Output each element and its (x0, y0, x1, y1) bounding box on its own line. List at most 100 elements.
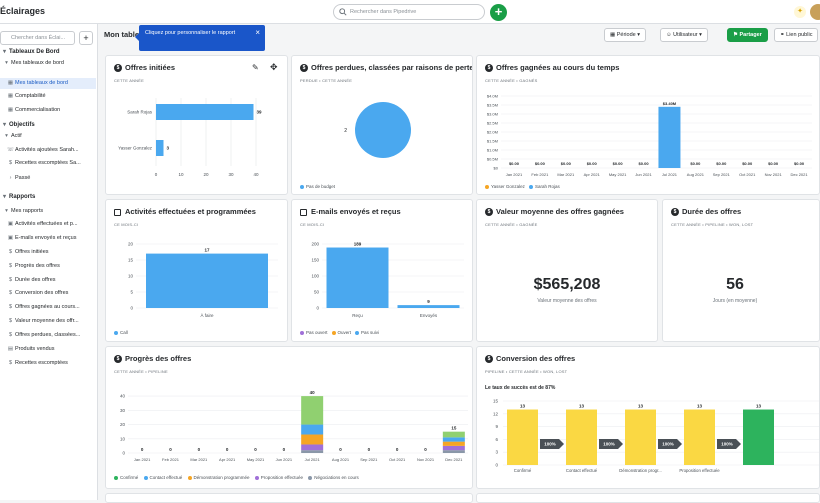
offres-initiees-chart: 0 10 20 30 40 Sarah Rojas 39 Yasser Gonzalez 3 (118, 98, 263, 177)
card-emails[interactable]: E-mails envoyés et reçus CE MOIS-CI 200 1… (291, 199, 473, 342)
sidebar-item[interactable]: ▦ Commercialisation (0, 105, 96, 116)
card-filter: PERDUE • CETTE ANNÉE (300, 78, 353, 83)
x-tick-label: Aug 2021 (332, 457, 350, 462)
sidebar-item[interactable]: $ Recettes escomptées (0, 358, 96, 369)
sidebar-item-label: Offres perdues, classées... (15, 332, 81, 338)
data-label: 9 (427, 299, 430, 304)
sidebar-item-icon: $ (8, 360, 13, 366)
sidebar-item[interactable]: ☏Activités ajoutées Sarah... (0, 145, 96, 156)
data-label: $0.00 (794, 161, 805, 166)
bar (743, 409, 774, 465)
card-offres-perdues[interactable]: $ Offres perdues, classées par raisons de… (291, 55, 473, 195)
legend-swatch (331, 330, 336, 335)
card-conversion[interactable]: $ Conversion des offres PIPELINE • CETTE … (476, 346, 820, 489)
card-offres-gagnees[interactable]: $ Offres gagnées au cours du temps CETTE … (476, 55, 820, 195)
x-tick-label: Confirmé (514, 468, 532, 473)
user-filter-button[interactable]: ☺ Utilisateur ▾ (660, 28, 708, 42)
bar (566, 409, 597, 465)
x-tick-label: Oct 2021 (389, 457, 406, 462)
legend-swatch (300, 330, 304, 335)
close-icon[interactable]: × (255, 28, 260, 37)
search-icon (339, 8, 347, 16)
global-search-input[interactable]: Rechercher dans Pipedrive (333, 4, 485, 20)
card-duree[interactable]: $ Durée des offres CETTE ANNÉE • PIPELINE… (662, 199, 820, 342)
x-tick-label: Démonstration progr... (619, 468, 662, 473)
data-label: 0 (396, 447, 399, 452)
card-activites[interactable]: Activités effectuées et programmées CE M… (105, 199, 288, 342)
sidebar-item-label: Mes rapports (11, 208, 44, 214)
sidebar-item[interactable]: $ Offres perdues, classées... (0, 330, 96, 341)
sidebar-item[interactable]: ▾ Mes tableaux de bord (0, 58, 96, 69)
card-progres[interactable]: $ Progrès des offres CETTE ANNÉE • PIPELI… (105, 346, 473, 489)
sidebar-item-label: Progrès des offres (15, 263, 60, 269)
sidebar-item[interactable]: ▾ Mes rapports (0, 206, 96, 217)
sidebar-section-header[interactable]: ▾ Objectifs (0, 120, 96, 131)
sidebar-item[interactable]: ▣ Activités effectuées et p... (0, 219, 96, 230)
x-tick-label: À faire (200, 312, 214, 318)
sidebar-item[interactable]: ▦ Mes tableaux de bord (0, 78, 96, 89)
legend-item: Contact effectué (149, 475, 183, 480)
y-tick-label: 6 (495, 437, 498, 442)
x-tick-label: 40 (253, 172, 259, 177)
data-label: 39 (257, 110, 263, 115)
y-tick-label: 10 (120, 436, 126, 441)
average-value-caption: Valeur moyenne des offres (537, 298, 597, 304)
sidebar-item[interactable]: › Passé (0, 173, 96, 184)
sidebar-item-icon: $ (8, 160, 13, 166)
card-title: $ Valeur moyenne des offres gagnées (485, 207, 624, 217)
sidebar-item[interactable]: $ Conversion des offres (0, 288, 96, 299)
card-title-text: Valeur moyenne des offres gagnées (496, 207, 624, 216)
card-title: Activités effectuées et programmées (114, 207, 256, 216)
sidebar-item-label: Comptabilité (15, 93, 46, 99)
data-label: 0 (339, 447, 342, 452)
period-filter-label: Période (616, 32, 636, 38)
sidebar-search-input[interactable]: Chercher dans Éclai... (0, 31, 75, 45)
stack-segment (442, 431, 465, 438)
conversion-arrow (540, 439, 564, 449)
legend-swatch (300, 184, 304, 189)
legend-item: Proposition effectuée (260, 475, 303, 480)
sidebar-item[interactable]: $ Durée des offres (0, 275, 96, 286)
card-valeur-moyenne[interactable]: $ Valeur moyenne des offres gagnées CETTE… (476, 199, 658, 342)
legend-item: Ouvert (337, 330, 352, 335)
x-tick-label: May 2021 (247, 457, 265, 462)
progres-chart: 40 30 20 10 0 0 Jan 2021 0 Feb 2021 0 Mar 2021 0 Apr… (120, 390, 468, 462)
win-rate-note: Le taux de succès est de 87% (485, 385, 556, 391)
card-filter: CE MOIS-CI (300, 222, 325, 227)
sidebar-section-header[interactable]: ▾ Rapports (0, 192, 96, 203)
sidebar-item-label: Produits vendus (15, 346, 55, 352)
x-tick-label: Sep 2021 (713, 172, 731, 177)
sidebar-item[interactable]: $ Valeur moyenne des offr... (0, 316, 96, 327)
user-avatar[interactable] (810, 4, 820, 20)
sidebar-item[interactable]: $ Progrès des offres (0, 261, 96, 272)
sidebar-item-label: Conversion des offres (15, 290, 69, 296)
sidebar-item[interactable]: ▦ Comptabilité (0, 91, 96, 102)
period-filter-button[interactable]: ▦ Période ▾ (604, 28, 646, 42)
dollar-icon: $ (485, 208, 493, 217)
legend-item: Confirmé (120, 475, 139, 480)
card-title-text: Conversion des offres (496, 354, 576, 363)
sidebar-item[interactable]: ▣ E-mails envoyés et reçus (0, 233, 96, 244)
edit-icon[interactable]: ✎ (252, 63, 259, 72)
chart-legend: Yasser Gonzalez Sarah Rojas (481, 184, 560, 189)
sidebar-item[interactable]: ▤ Produits vendus (0, 344, 96, 355)
y-tick-label: 10 (128, 274, 134, 279)
bar (684, 409, 715, 465)
data-label: $0.00 (690, 161, 701, 166)
quick-add-button[interactable]: + (490, 4, 507, 21)
sidebar-item[interactable]: $ Recettes escomptées Sa... (0, 158, 96, 169)
stack-segment (442, 450, 465, 453)
sidebar-section-header[interactable]: ▾ Tableaux De Bord (0, 47, 96, 58)
share-button[interactable]: ⚑ Partager (727, 28, 768, 42)
sidebar-item[interactable]: $ Offres gagnées au cours... (0, 302, 96, 313)
sidebar-item[interactable]: ▾ Actif (0, 131, 96, 142)
move-icon[interactable]: ✥ (270, 62, 278, 72)
y-tick-label: 200 (311, 242, 319, 247)
lightbulb-icon[interactable]: ✦ (794, 6, 806, 18)
data-label: 0 (226, 447, 229, 452)
sidebar-item[interactable]: $ Offres initiées (0, 247, 96, 258)
sidebar-add-button[interactable]: + (79, 31, 93, 45)
public-link-button[interactable]: ⚭ Lien public (774, 28, 819, 42)
card-offres-initiees[interactable]: $ Offres initiées CETTE ANNÉE ✎ ✥ 0 10 20 30… (105, 55, 288, 195)
card-title-text: Offres initiées (125, 63, 176, 72)
